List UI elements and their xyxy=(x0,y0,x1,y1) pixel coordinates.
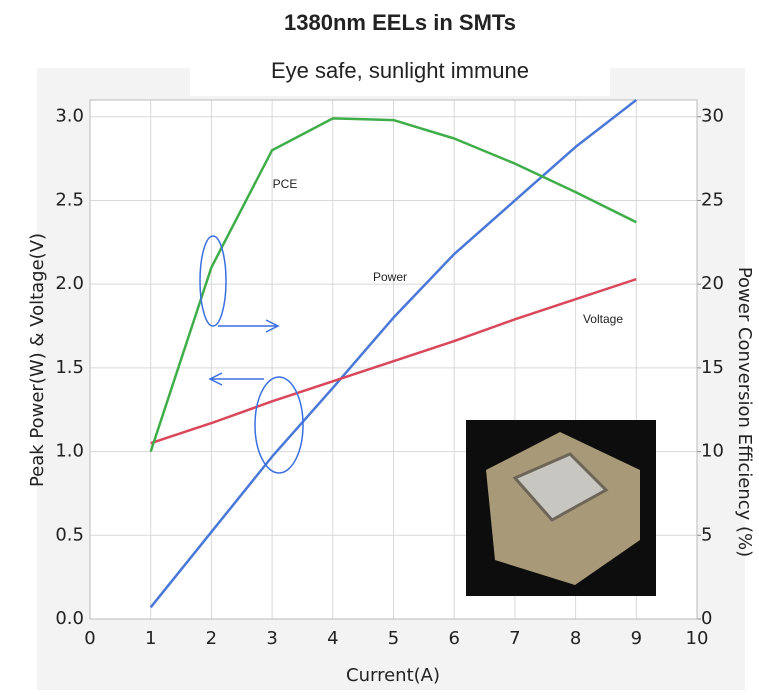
x-tick-label: 5 xyxy=(388,628,399,649)
y-tick-label: 0.5 xyxy=(55,524,84,545)
y2-tick-label: 25 xyxy=(701,189,724,210)
x-tick-label: 0 xyxy=(84,628,95,649)
series-line xyxy=(149,99,638,609)
arrow-right xyxy=(218,319,280,333)
y-tick-label: 0.0 xyxy=(55,608,84,629)
x-tick-label: 3 xyxy=(266,628,277,649)
y2-axis-label: Power Conversion Efficiency (%) xyxy=(734,267,755,557)
x-tick-label: 10 xyxy=(686,628,709,649)
plot-frame xyxy=(89,99,698,620)
x-tick-label: 4 xyxy=(327,628,338,649)
subtitle-backdrop xyxy=(190,62,610,96)
annotations xyxy=(199,235,304,474)
x-tick-label: 7 xyxy=(509,628,520,649)
x-tick-label: 6 xyxy=(448,628,459,649)
series-label: Power xyxy=(373,270,407,284)
x-axis-label: Current(A) xyxy=(346,665,440,686)
y-tick-label: 1.5 xyxy=(55,357,84,378)
x-tick-label: 8 xyxy=(570,628,581,649)
x-tick-label: 1 xyxy=(145,628,156,649)
marks: Power Voltage PCE xyxy=(149,99,638,609)
product-photo xyxy=(466,420,656,596)
pce-ellipse xyxy=(199,235,227,327)
chart-subtitle: Eye safe, sunlight immune xyxy=(271,58,529,83)
y2-tick-label: 0 xyxy=(701,608,712,629)
y2-tick-label: 10 xyxy=(701,441,724,462)
y-tick-label: 1.0 xyxy=(55,441,84,462)
y-tick-label: 2.0 xyxy=(55,273,84,294)
y-axis-label: Peak Power(W) & Voltage(V) xyxy=(27,233,48,487)
die xyxy=(512,452,609,522)
y2-tick-label: 30 xyxy=(701,106,724,127)
y2-tick-label: 20 xyxy=(701,273,724,294)
series-label: Voltage xyxy=(583,312,623,326)
x-tick-label: 9 xyxy=(631,628,642,649)
y2-tick-label: 15 xyxy=(701,357,724,378)
y-tick-label: 3.0 xyxy=(55,106,84,127)
x-tick-label: 2 xyxy=(206,628,217,649)
power-ellipse xyxy=(254,376,304,474)
chart-title: 1380nm EELs in SMTs xyxy=(284,10,516,35)
y2-tick-label: 5 xyxy=(701,524,712,545)
arrow-left xyxy=(208,372,264,386)
series-line xyxy=(149,117,637,452)
y-tick-label: 2.5 xyxy=(55,189,84,210)
series-label: PCE xyxy=(273,177,298,191)
series-line xyxy=(150,277,637,445)
